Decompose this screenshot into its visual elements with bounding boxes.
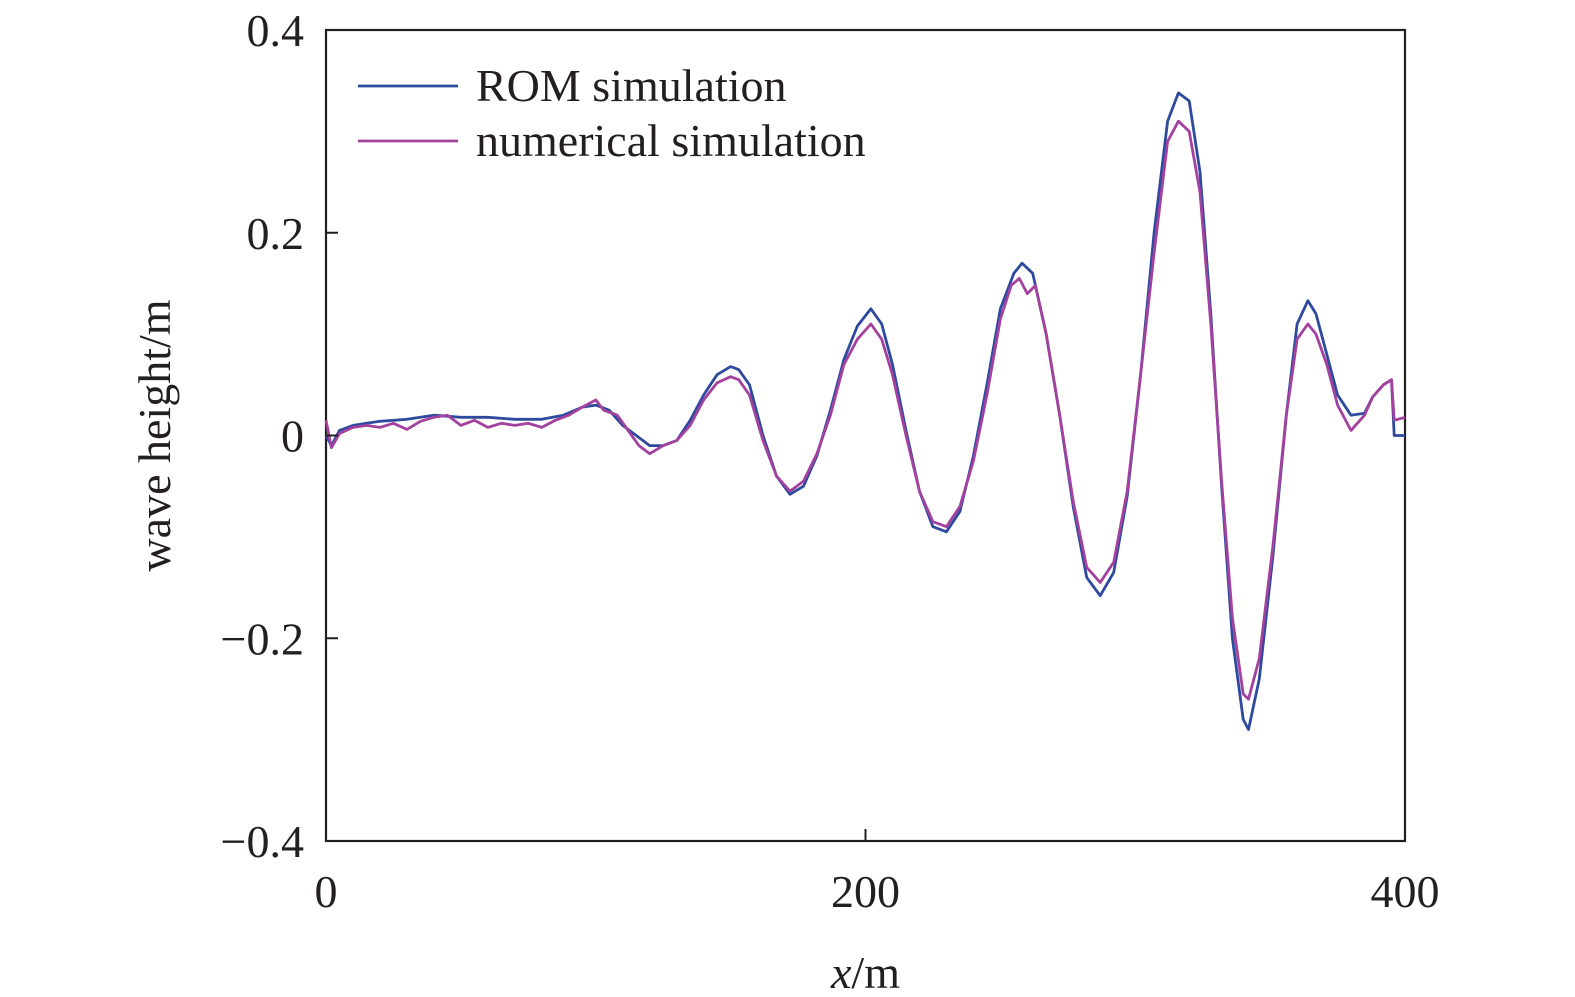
y-axis-label: wave height/m (129, 299, 180, 571)
legend-label-rom: ROM simulation (476, 60, 787, 111)
rom-simulation-line (324, 91, 1405, 731)
legend: ROM simulation numerical simulation (358, 60, 866, 166)
y-tick-label: 0 (281, 411, 304, 462)
tick-layer: −0.4 −0.2 0 0.2 0.4 0 200 400 (221, 5, 1440, 917)
x-tick-label: 400 (1371, 866, 1440, 917)
y-tick-label: −0.4 (221, 816, 304, 867)
x-tick-label: 200 (831, 866, 900, 917)
y-tick-label: −0.2 (221, 613, 304, 664)
legend-label-numerical: numerical simulation (476, 115, 866, 166)
x-axis-label-unit: /m (851, 947, 900, 997)
x-axis-label: x/m (830, 947, 900, 997)
x-axis-label-variable: x (830, 947, 852, 997)
numerical-simulation-line (324, 119, 1406, 701)
x-tick-label: 0 (315, 866, 338, 917)
y-tick-label: 0.4 (247, 5, 305, 56)
series-layer (324, 91, 1406, 731)
y-tick-label: 0.2 (247, 208, 305, 259)
